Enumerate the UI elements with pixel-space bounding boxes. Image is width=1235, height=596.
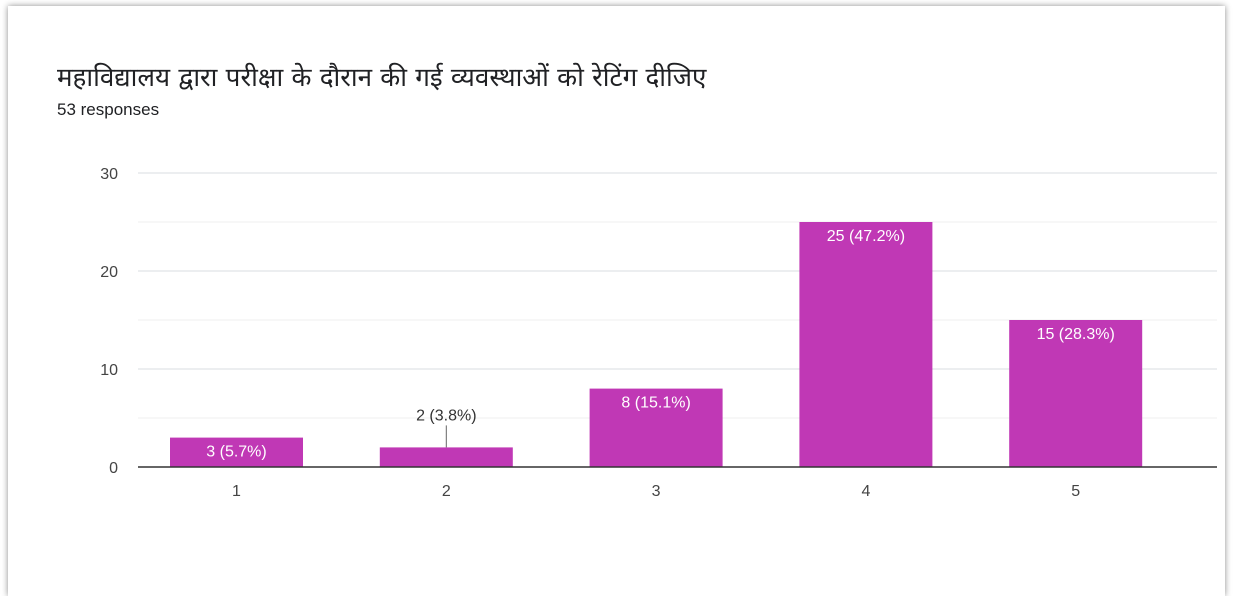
y-tick-label: 30 <box>100 166 118 183</box>
data-label: 3 (5.7%) <box>206 444 266 461</box>
y-axis-ticks: 0 10 20 30 <box>100 166 118 477</box>
data-label: 2 (3.8%) <box>416 407 476 424</box>
y-tick-label: 0 <box>109 460 118 477</box>
bars <box>170 222 1143 467</box>
bar-1[interactable] <box>170 437 303 467</box>
bar-4[interactable] <box>799 222 933 467</box>
y-tick-label: 20 <box>100 264 118 281</box>
data-label: 25 (47.2%) <box>827 228 905 245</box>
bar-5[interactable] <box>1009 320 1143 467</box>
bar-2[interactable] <box>379 447 513 467</box>
chart-title: महाविद्यालय द्वारा परीक्षा के दौरान की ग… <box>57 63 707 93</box>
x-tick-label: 5 <box>1071 483 1080 500</box>
x-tick-label: 4 <box>861 483 870 500</box>
x-tick-label: 1 <box>232 483 241 500</box>
x-tick-label: 2 <box>442 483 451 500</box>
bar-3[interactable] <box>589 388 723 467</box>
data-labels: 3 (5.7%) 2 (3.8%) 8 (15.1%) 25 (47.2%) 15 (2… <box>206 228 1115 461</box>
x-axis: 1 2 3 4 5 <box>138 466 1217 500</box>
data-label: 8 (15.1%) <box>621 395 690 412</box>
chart-card <box>8 6 1225 596</box>
y-tick-label: 10 <box>100 362 118 379</box>
response-count: 53 responses <box>57 100 160 119</box>
data-label: 15 (28.3%) <box>1037 326 1115 343</box>
x-tick-label: 3 <box>652 483 661 500</box>
